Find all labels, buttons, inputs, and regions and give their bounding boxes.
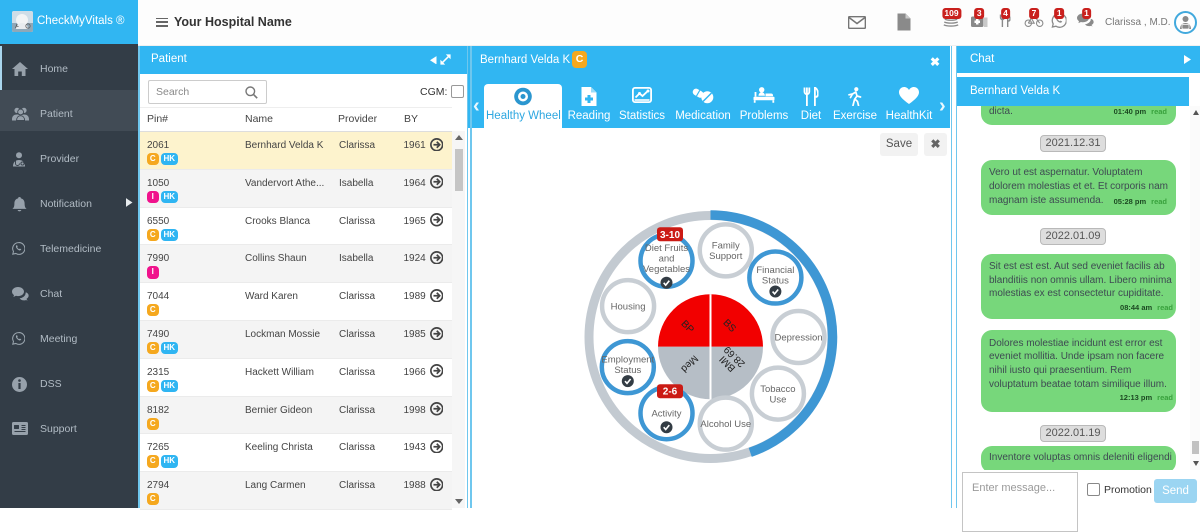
svg-text:Depression: Depression bbox=[774, 333, 822, 344]
svg-text:2-6: 2-6 bbox=[663, 387, 678, 398]
svg-text:3-10: 3-10 bbox=[660, 230, 680, 241]
svg-text:Alcohol Use: Alcohol Use bbox=[700, 419, 751, 430]
svg-text:Housing: Housing bbox=[611, 302, 646, 313]
svg-text:Activity: Activity bbox=[651, 409, 681, 420]
